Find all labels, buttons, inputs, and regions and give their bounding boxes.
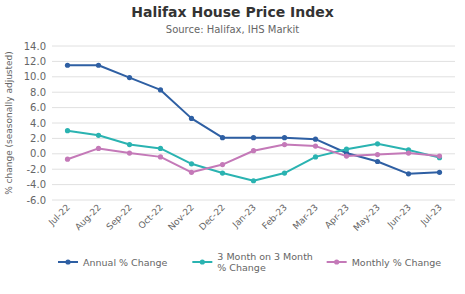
grid-line (52, 200, 455, 201)
point (65, 128, 70, 133)
point (313, 137, 318, 142)
grid-line (52, 92, 455, 93)
x-tick-label: Aug-22 (73, 202, 103, 232)
x-tick-label: Mar-23 (291, 202, 320, 231)
x-tick-label: Jun-23 (385, 202, 413, 230)
x-tick-label: May-23 (351, 202, 382, 233)
point (189, 161, 194, 166)
y-tick-label: -4.0 (26, 179, 46, 190)
y-tick-label: 0.0 (30, 148, 46, 159)
series-line (68, 145, 440, 173)
legend-label: 3 Month on 3 Month% Change (217, 251, 313, 273)
x-tick-label: Oct-22 (136, 202, 164, 230)
point (437, 154, 442, 159)
y-tick-label: 10.0 (24, 71, 46, 82)
legend-label: Annual % Change (83, 257, 168, 268)
x-tick-label: Apr-23 (323, 202, 351, 230)
point (127, 75, 132, 80)
point (375, 141, 380, 146)
legend-item: Monthly % Change (327, 257, 442, 268)
series-line (68, 131, 440, 181)
legend-marker (65, 259, 70, 264)
subtitle: Source: Halifax, IHS Markit (166, 24, 299, 35)
x-tick-label: Sep-22 (104, 202, 133, 231)
y-tick-label: -2.0 (26, 164, 46, 175)
series-line (68, 65, 440, 174)
point (282, 135, 287, 140)
point (220, 162, 225, 167)
point (375, 152, 380, 157)
point (437, 170, 442, 175)
legend-label: Monthly % Change (352, 257, 442, 268)
point (65, 157, 70, 162)
point (189, 170, 194, 175)
point (282, 142, 287, 147)
legend-marker (200, 259, 205, 264)
legend-marker (334, 259, 339, 264)
y-tick-label: -6.0 (26, 195, 46, 206)
point (127, 150, 132, 155)
point (375, 159, 380, 164)
grid-line (52, 107, 455, 108)
legend-label-line: Monthly % Change (352, 257, 442, 268)
legend-label-line: % Change (217, 262, 266, 273)
grid-line (52, 184, 455, 185)
grid-line (52, 46, 455, 47)
point (189, 116, 194, 121)
x-tick-label: Nov-22 (166, 202, 196, 232)
title: Halifax House Price Index (131, 4, 334, 20)
point (251, 135, 256, 140)
x-tick-label: Feb-23 (260, 202, 289, 231)
point (313, 144, 318, 149)
x-tick-label: Jan-23 (230, 202, 258, 230)
legend-item: Annual % Change (58, 257, 168, 268)
chart: Halifax House Price Index Source: Halifax… (0, 0, 465, 294)
y-tick-label: 2.0 (30, 133, 46, 144)
point (406, 171, 411, 176)
y-tick-label: 8.0 (30, 87, 46, 98)
x-tick-label: Dec-22 (197, 202, 227, 232)
y-tick-label: 4.0 (30, 118, 46, 129)
point (96, 133, 101, 138)
point (251, 148, 256, 153)
point (282, 170, 287, 175)
point (313, 154, 318, 159)
legend-label-line: 3 Month on 3 Month (217, 251, 313, 262)
point (158, 154, 163, 159)
y-tick-label: 14.0 (24, 41, 46, 52)
legend-label-line: Annual % Change (83, 257, 168, 268)
legend: Annual % Change 3 Month on 3 Month% Chang… (58, 251, 441, 273)
plot-area (65, 63, 442, 184)
point (344, 147, 349, 152)
grid-line (52, 123, 455, 124)
grid (52, 46, 455, 200)
x-tick-label: Jul-23 (418, 202, 444, 228)
point (344, 154, 349, 159)
x-tick-label: Jul-22 (46, 202, 72, 228)
y-tick-label: 6.0 (30, 102, 46, 113)
legend-item: 3 Month on 3 Month% Change (192, 251, 313, 273)
point (251, 178, 256, 183)
point (96, 63, 101, 68)
grid-line (52, 76, 455, 77)
point (220, 135, 225, 140)
y-axis-label: % change (seasonally adjusted) (4, 51, 14, 195)
point (127, 142, 132, 147)
grid-line (52, 61, 455, 62)
point (406, 150, 411, 155)
y-tick-label: 12.0 (24, 56, 46, 67)
point (65, 63, 70, 68)
point (158, 146, 163, 151)
point (220, 170, 225, 175)
point (158, 87, 163, 92)
point (96, 146, 101, 151)
